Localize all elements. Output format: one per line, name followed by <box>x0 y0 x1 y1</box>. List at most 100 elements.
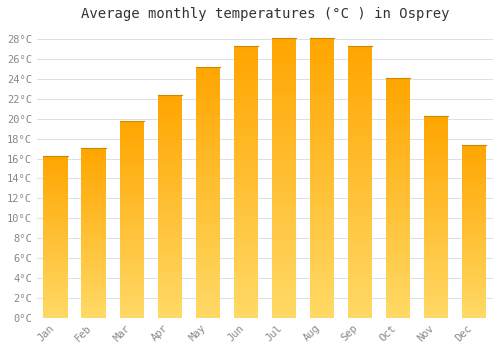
Bar <box>158 197 182 198</box>
Bar <box>120 274 144 275</box>
Bar <box>424 133 448 134</box>
Bar <box>234 68 258 69</box>
Bar <box>120 138 144 139</box>
Bar <box>310 186 334 188</box>
Bar <box>272 260 296 262</box>
Bar <box>82 151 106 152</box>
Bar <box>424 243 448 244</box>
Bar <box>196 148 220 150</box>
Bar <box>196 78 220 79</box>
Bar <box>462 207 486 208</box>
Bar <box>424 170 448 171</box>
Bar <box>44 303 68 304</box>
Bar <box>462 173 486 174</box>
Bar <box>196 245 220 246</box>
Bar <box>120 211 144 212</box>
Bar <box>44 189 68 190</box>
Bar <box>234 127 258 129</box>
Bar <box>386 102 410 103</box>
Bar <box>196 226 220 228</box>
Bar <box>348 111 372 113</box>
Bar <box>44 187 68 188</box>
Bar <box>234 248 258 250</box>
Bar <box>82 206 106 207</box>
Bar <box>310 298 334 300</box>
Bar <box>158 187 182 189</box>
Bar <box>424 299 448 300</box>
Bar <box>424 274 448 275</box>
Bar <box>158 240 182 241</box>
Bar <box>196 118 220 120</box>
Bar <box>82 230 106 231</box>
Bar <box>386 173 410 174</box>
Bar <box>462 153 486 154</box>
Bar <box>310 75 334 76</box>
Bar <box>82 160 106 161</box>
Bar <box>272 164 296 165</box>
Bar <box>424 130 448 131</box>
Bar <box>462 178 486 179</box>
Bar <box>386 277 410 278</box>
Bar <box>44 252 68 253</box>
Bar <box>120 193 144 194</box>
Bar <box>196 140 220 141</box>
Bar <box>158 209 182 210</box>
Bar <box>310 294 334 295</box>
Bar <box>120 144 144 145</box>
Bar <box>120 313 144 314</box>
Bar <box>196 137 220 138</box>
Bar <box>310 93 334 94</box>
Bar <box>158 145 182 146</box>
Bar <box>348 272 372 273</box>
Bar <box>234 79 258 80</box>
Bar <box>196 155 220 156</box>
Bar <box>272 44 296 45</box>
Bar <box>82 257 106 258</box>
Bar <box>310 249 334 251</box>
Bar <box>272 158 296 160</box>
Bar <box>44 218 68 219</box>
Bar <box>424 214 448 215</box>
Bar <box>158 247 182 249</box>
Bar <box>424 232 448 233</box>
Bar <box>386 121 410 122</box>
Bar <box>82 192 106 193</box>
Bar <box>234 46 258 47</box>
Bar <box>272 314 296 315</box>
Bar <box>462 165 486 166</box>
Bar <box>196 171 220 172</box>
Bar <box>82 183 106 184</box>
Bar <box>348 50 372 51</box>
Bar <box>158 203 182 204</box>
Bar <box>44 284 68 285</box>
Bar <box>158 113 182 114</box>
Bar <box>196 250 220 251</box>
Bar <box>348 205 372 206</box>
Bar <box>234 84 258 85</box>
Bar <box>386 90 410 91</box>
Bar <box>158 185 182 186</box>
Bar <box>234 164 258 166</box>
Bar <box>348 83 372 84</box>
Bar <box>272 242 296 244</box>
Bar <box>386 275 410 276</box>
Bar <box>348 306 372 307</box>
Bar <box>424 235 448 236</box>
Bar <box>158 161 182 162</box>
Bar <box>158 162 182 163</box>
Bar <box>310 132 334 133</box>
Bar <box>234 176 258 178</box>
Bar <box>310 238 334 239</box>
Bar <box>82 258 106 259</box>
Bar <box>196 127 220 128</box>
Bar <box>348 196 372 197</box>
Bar <box>158 223 182 224</box>
Bar <box>82 312 106 313</box>
Bar <box>348 239 372 240</box>
Bar <box>234 60 258 61</box>
Bar <box>120 304 144 305</box>
Bar <box>462 307 486 308</box>
Bar <box>120 294 144 295</box>
Bar <box>196 101 220 102</box>
Bar <box>196 84 220 86</box>
